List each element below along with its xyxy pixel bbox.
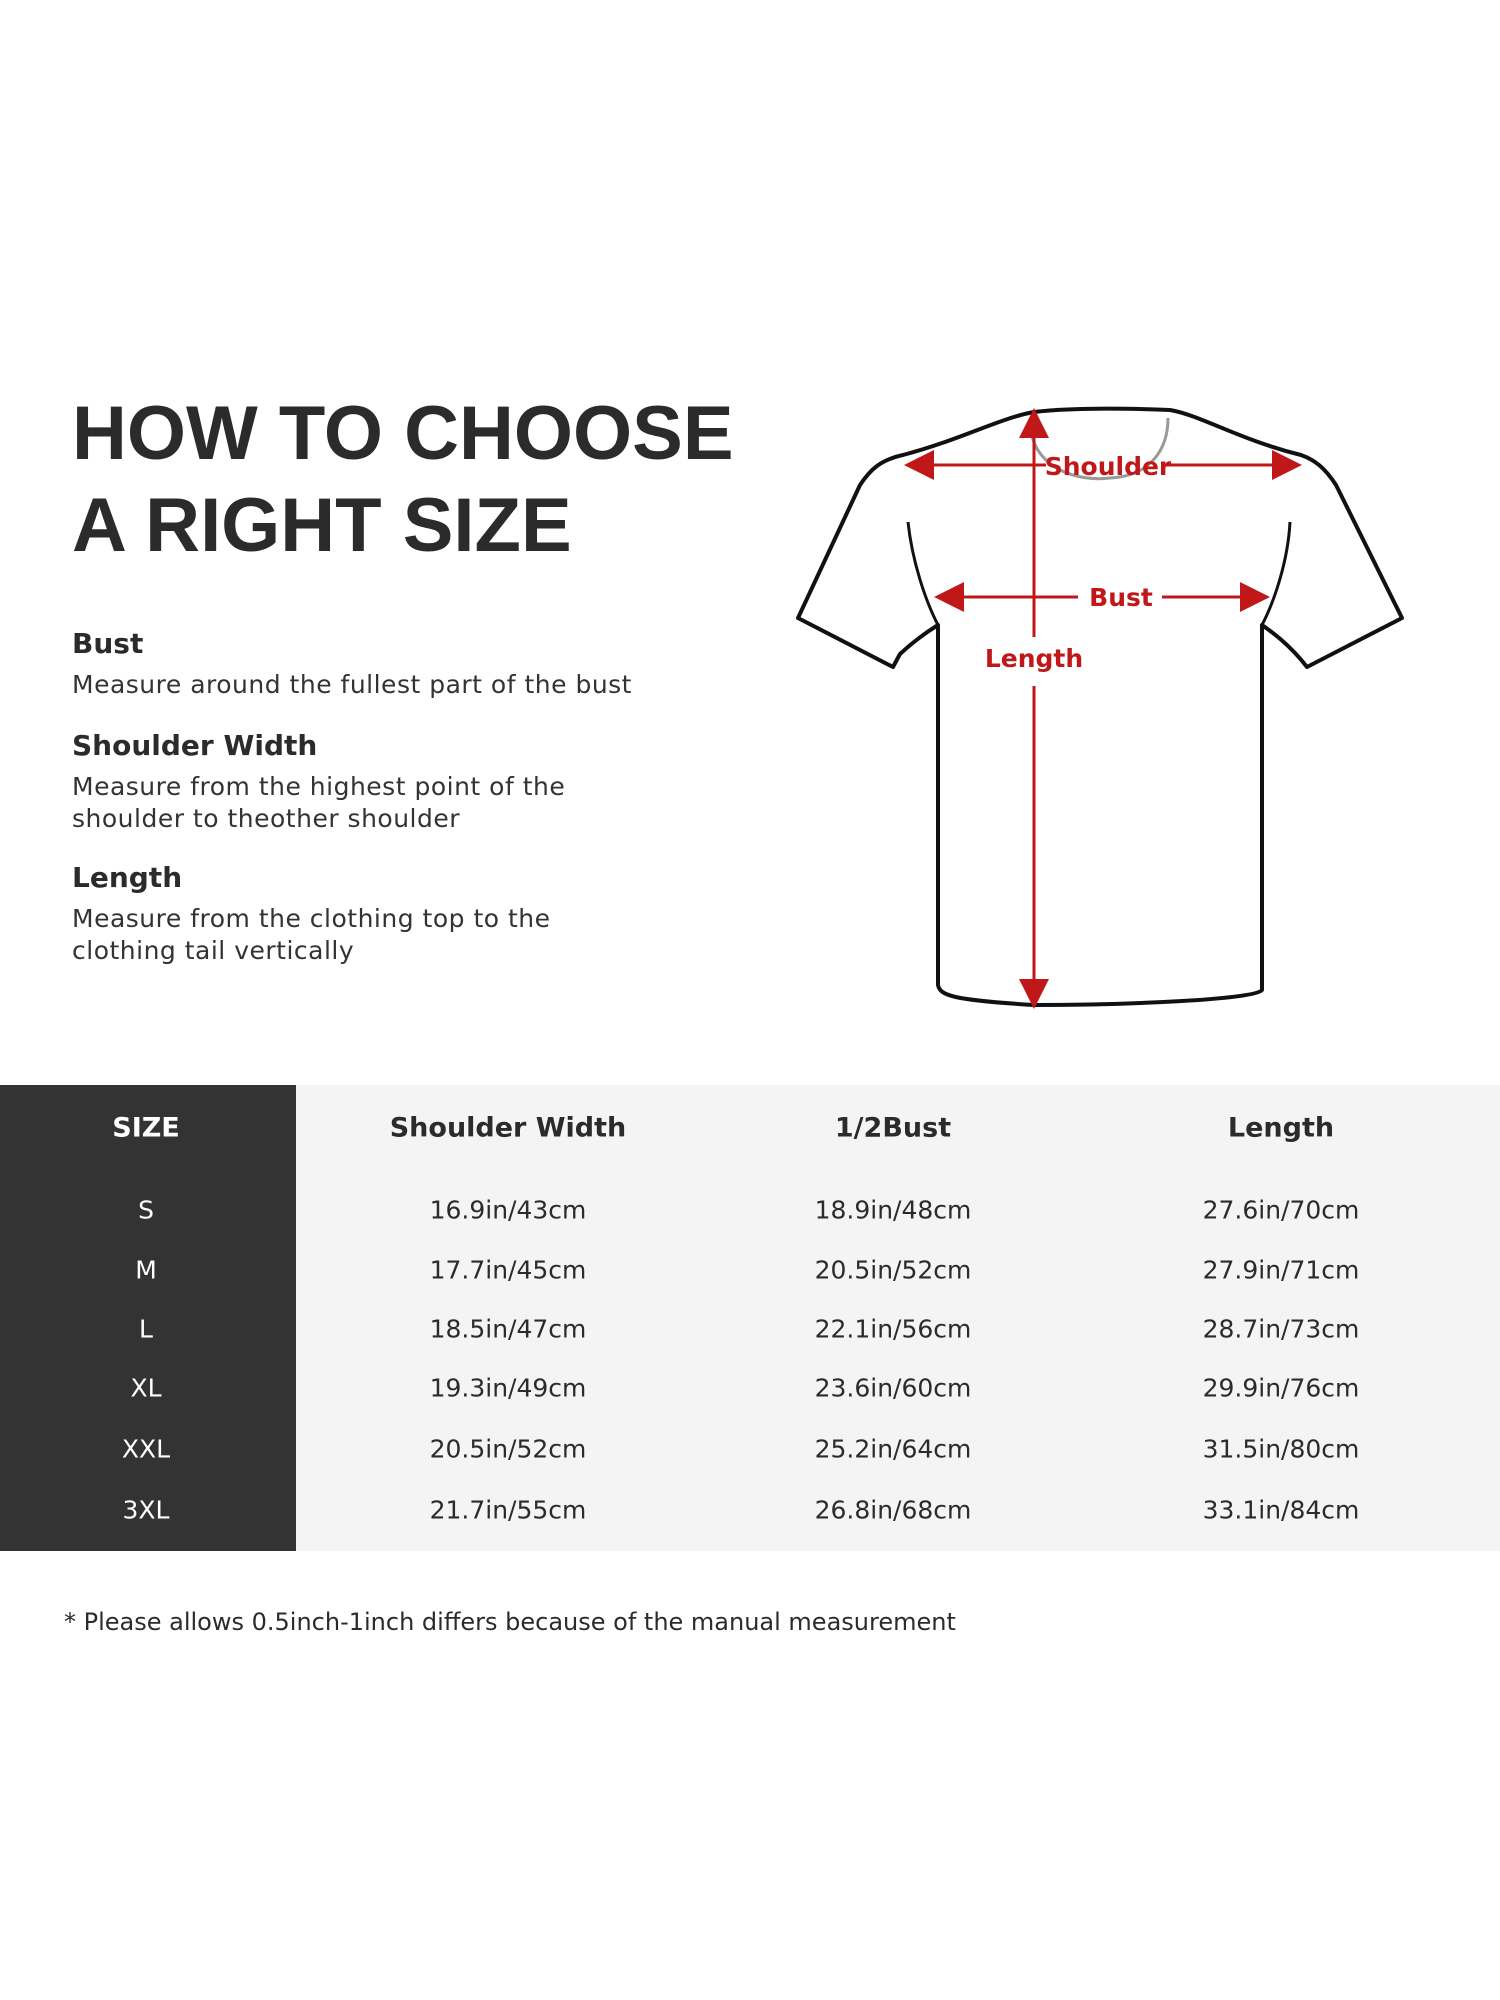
guide-description-length: Measure from the clothing top to the clo… — [72, 903, 551, 967]
cell-size: M — [135, 1255, 157, 1285]
cell-shoulder-width: 21.7in/55cm — [429, 1495, 587, 1525]
size-table: SIZE Shoulder Width 1/2Bust Length S 16.9in/4… — [0, 1085, 1500, 1551]
guide-heading-bust: Bust — [72, 627, 144, 660]
guide-description-line: Measure around the fullest part of the b… — [72, 670, 632, 699]
cell-size: XL — [130, 1373, 162, 1403]
cell-length: 29.9in/76cm — [1202, 1373, 1360, 1403]
header-half-bust: 1/2Bust — [834, 1112, 952, 1144]
guide-description-bust: Measure around the fullest part of the b… — [72, 669, 632, 701]
cell-size: 3XL — [122, 1495, 170, 1525]
cell-size: S — [138, 1195, 154, 1225]
size-column-background — [0, 1085, 296, 1551]
tshirt-measurement-diagram: Shoulder Bust Length — [796, 406, 1404, 1009]
cell-shoulder-width: 16.9in/43cm — [429, 1195, 587, 1225]
cell-length: 28.7in/73cm — [1202, 1314, 1360, 1344]
cell-length: 27.6in/70cm — [1202, 1195, 1360, 1225]
page-title-line-2: A RIGHT SIZE — [72, 483, 572, 568]
cell-half-bust: 26.8in/68cm — [814, 1495, 972, 1525]
guide-heading-shoulder-width: Shoulder Width — [72, 729, 318, 762]
footnote: * Please allows 0.5inch-1inch differs be… — [64, 1608, 956, 1636]
header-shoulder-width: Shoulder Width — [389, 1112, 627, 1144]
guide-description-shoulder-width: Measure from the highest point of the sh… — [72, 771, 565, 835]
cell-length: 31.5in/80cm — [1202, 1434, 1360, 1464]
cell-shoulder-width: 19.3in/49cm — [429, 1373, 587, 1403]
tshirt-armhole-left — [906, 521, 940, 626]
cell-size: L — [139, 1314, 153, 1344]
cell-shoulder-width: 20.5in/52cm — [429, 1434, 587, 1464]
cell-half-bust: 22.1in/56cm — [814, 1314, 972, 1344]
cell-half-bust: 25.2in/64cm — [814, 1434, 972, 1464]
cell-half-bust: 23.6in/60cm — [814, 1373, 972, 1403]
header-length: Length — [1227, 1112, 1335, 1144]
cell-size: XXL — [121, 1434, 171, 1464]
guide-description-line: shoulder to theother shoulder — [72, 804, 461, 833]
guide-description-line: Measure from the highest point of the — [72, 772, 566, 801]
cell-length: 27.9in/71cm — [1202, 1255, 1360, 1285]
cell-half-bust: 18.9in/48cm — [814, 1195, 972, 1225]
tshirt-armhole-right — [1260, 521, 1292, 626]
tshirt-collar — [1028, 417, 1170, 481]
bust-label: Bust — [1089, 583, 1153, 612]
shoulder-label: Shoulder — [1045, 452, 1172, 481]
cell-shoulder-width: 17.7in/45cm — [429, 1255, 587, 1285]
guide-description-line: Measure from the clothing top to the — [72, 904, 551, 933]
cell-half-bust: 20.5in/52cm — [814, 1255, 972, 1285]
guide-description-line: clothing tail vertically — [72, 936, 355, 965]
tshirt-outline — [796, 406, 1404, 1007]
cell-shoulder-width: 18.5in/47cm — [429, 1314, 587, 1344]
cell-length: 33.1in/84cm — [1202, 1495, 1360, 1525]
page-title-line-1: HOW TO CHOOSE — [72, 391, 734, 476]
guide-heading-length: Length — [72, 861, 183, 894]
length-label: Length — [985, 644, 1083, 673]
header-size: SIZE — [112, 1112, 180, 1144]
